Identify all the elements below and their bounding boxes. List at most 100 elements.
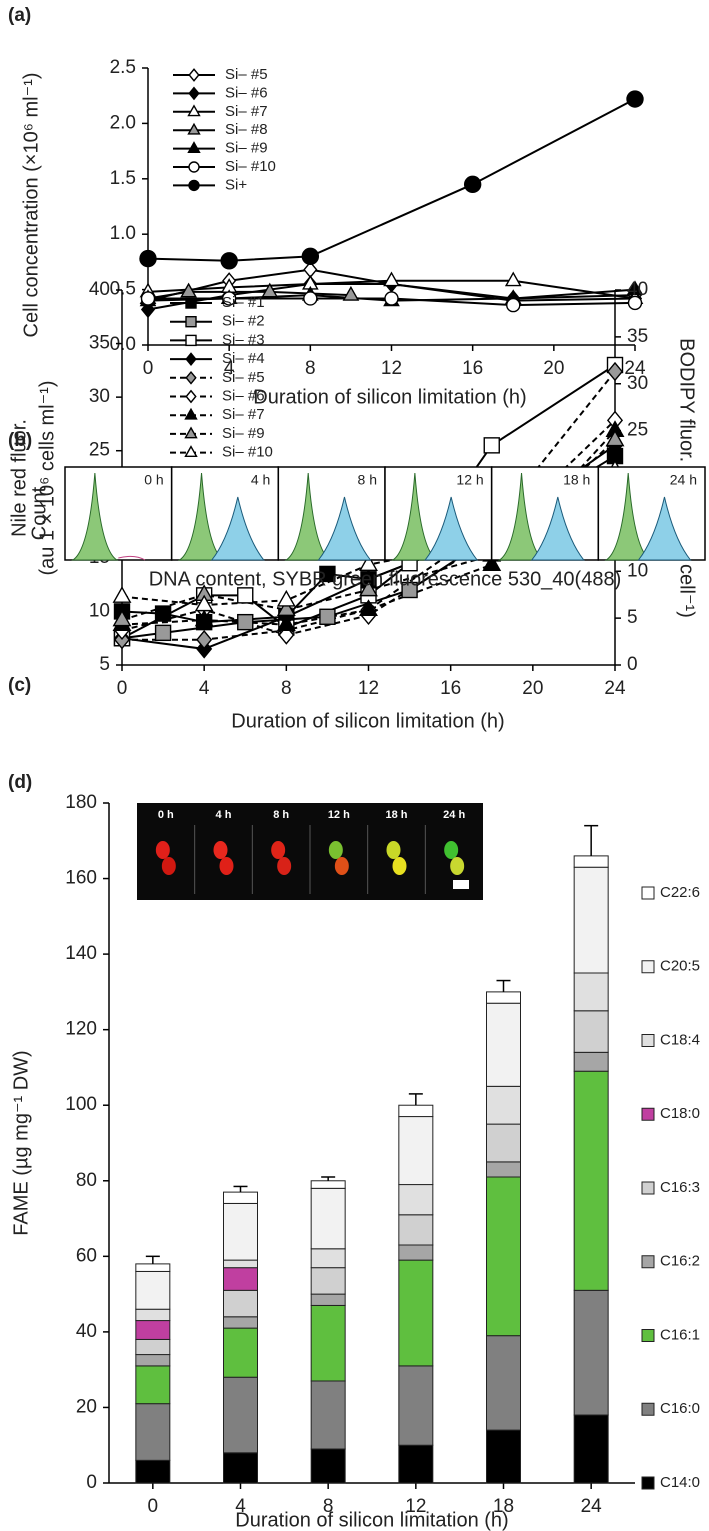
- marker: [359, 599, 378, 617]
- legend-label: Si+: [225, 176, 247, 193]
- bar-segment: [223, 1191, 258, 1204]
- bar-segment: [486, 1123, 521, 1163]
- y-axis-label: Nile red fluor.: [8, 419, 30, 537]
- bar-segment: [135, 1263, 171, 1272]
- panel-label: (d): [8, 772, 32, 793]
- legend-marker: [185, 352, 197, 366]
- g2-peak: [317, 496, 372, 561]
- bar-segment: [486, 1085, 521, 1125]
- legend-marker: [188, 86, 200, 101]
- marker: [303, 291, 318, 306]
- marker: [276, 614, 296, 632]
- bar-segment: [486, 991, 521, 1004]
- panel-time: 24 h: [670, 472, 697, 488]
- cell-blob: [271, 841, 286, 859]
- g2-peak: [210, 496, 265, 561]
- bar-segment: [310, 1304, 346, 1382]
- bar-segment: [223, 1289, 258, 1318]
- legend-label: C16:1: [660, 1326, 700, 1343]
- marker: [140, 291, 156, 306]
- bar-segment: [135, 1338, 171, 1356]
- marker: [237, 587, 254, 604]
- legend-swatch: [641, 1476, 655, 1490]
- series-line: [121, 419, 616, 637]
- marker: [220, 252, 238, 270]
- marker: [606, 361, 624, 382]
- cell-blob: [155, 841, 170, 859]
- legend-marker: [188, 161, 200, 173]
- bar-segment: [135, 1365, 171, 1405]
- g2-peak: [637, 496, 692, 561]
- y2-tick-label: 35: [627, 326, 648, 347]
- legend-swatch: [641, 1034, 655, 1047]
- marker: [196, 629, 213, 650]
- cell-blob: [219, 857, 234, 875]
- legend-marker: [185, 370, 197, 385]
- y-axis-label: Count: [28, 486, 50, 540]
- cell-blob: [450, 857, 465, 875]
- inset-label: 0 h: [158, 809, 174, 821]
- y-tick-label: 30: [89, 386, 110, 407]
- x-tick-label: 20: [543, 358, 564, 379]
- legend-label: Si– #2: [222, 313, 265, 330]
- bar-segment: [310, 1293, 346, 1306]
- panel-time: 0 h: [144, 472, 163, 488]
- y-tick-label: 20: [76, 1396, 97, 1417]
- marker: [626, 280, 644, 296]
- x-tick-label: 18: [493, 1496, 514, 1517]
- panel-time: 12 h: [456, 472, 483, 488]
- legend-label: Si– #10: [225, 158, 276, 175]
- legend-label: Si– #9: [222, 425, 265, 442]
- marker: [605, 429, 625, 447]
- bar-segment: [486, 1002, 521, 1087]
- y-tick-label: 120: [65, 1019, 97, 1040]
- marker: [261, 282, 279, 298]
- g2-peak: [424, 496, 479, 561]
- y2-tick-label: 30: [627, 373, 648, 394]
- x-tick-label: 24: [604, 678, 626, 699]
- marker: [180, 282, 197, 298]
- marker: [319, 608, 336, 625]
- bar-segment: [573, 972, 609, 1012]
- marker: [626, 90, 644, 108]
- bar-segment: [135, 1403, 171, 1461]
- y-tick-label: 5: [99, 654, 110, 675]
- marker: [319, 565, 336, 583]
- legend-label: C22:6: [660, 884, 700, 901]
- panel-label: (c): [8, 675, 31, 696]
- marker: [194, 594, 214, 612]
- bar-segment: [573, 1051, 609, 1072]
- legend-marker: [188, 68, 200, 82]
- cell-blob: [328, 841, 343, 859]
- bar-segment: [135, 1354, 171, 1367]
- legend-swatch: [641, 960, 655, 974]
- bar-segment: [486, 1335, 521, 1431]
- legend-swatch: [641, 1107, 655, 1121]
- legend-marker: [185, 389, 197, 404]
- bar-segment: [398, 1116, 434, 1186]
- bar-segment: [573, 1010, 609, 1053]
- y2-tick-label: 40: [627, 279, 648, 300]
- marker: [301, 247, 320, 266]
- bar-segment: [223, 1316, 258, 1329]
- y-tick-label: 40: [76, 1321, 97, 1342]
- legend-label: Si– #6: [225, 84, 268, 101]
- marker: [401, 581, 418, 599]
- panel-time: 8 h: [358, 472, 377, 488]
- x-tick-label: 16: [440, 678, 461, 699]
- legend-label: Si– #5: [225, 66, 268, 83]
- legend-label: C20:5: [660, 958, 700, 975]
- bar-segment: [135, 1320, 171, 1340]
- x-axis-label: Duration of silicon limitation (h): [231, 710, 504, 732]
- y2-tick-label: 25: [627, 420, 648, 441]
- x-axis-label: Duration of silicon limitation (h): [253, 386, 526, 408]
- legend-label: Si– #10: [222, 444, 273, 461]
- bar-segment: [573, 1070, 609, 1291]
- y-tick-label: 80: [76, 1170, 97, 1191]
- legend-label: C16:2: [660, 1253, 700, 1270]
- bar-segment: [398, 1365, 434, 1446]
- y2-tick-label: 0: [627, 654, 638, 675]
- legend-marker: [184, 407, 198, 420]
- legend-marker: [185, 316, 197, 328]
